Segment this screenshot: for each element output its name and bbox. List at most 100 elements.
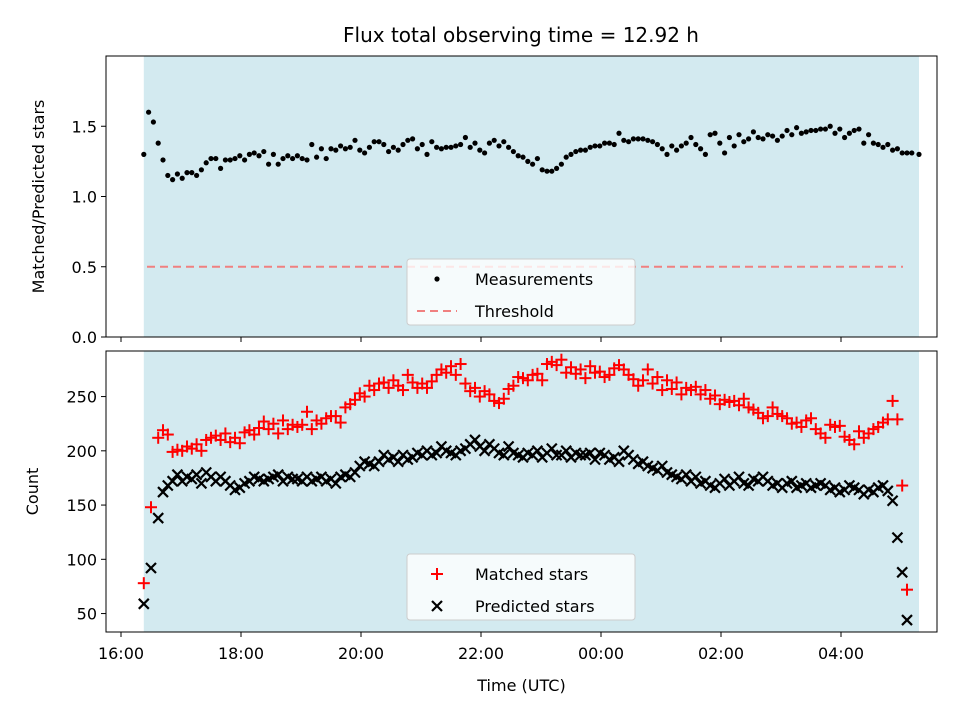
x-tick-label: 04:00 [818,644,864,663]
predicted-point-stroke [666,468,678,481]
matched-point [670,376,683,389]
y-tick-label: 0.5 [72,258,97,277]
measurement-point [299,155,305,162]
predicted-point [901,614,913,626]
predicted-point-stroke [291,473,304,485]
measurement-point [400,141,406,148]
predicted-point-stroke [901,614,913,626]
measurement-point [818,126,824,132]
measurement-point [626,139,632,145]
predicted-point-stroke [848,481,860,494]
measurement-point [842,134,848,141]
matched-point [152,431,165,444]
matched-point [656,384,669,397]
measurement-point [477,147,483,153]
measurement-point [683,140,689,146]
count-points [137,353,913,626]
measurement-point [851,127,857,134]
measurement-point [563,154,569,160]
predicted-point-stroke [642,460,654,472]
legend-box [406,258,636,326]
predicted-point-stroke [190,468,203,481]
y-ticks-bottom: 50 100 150 200 250 [66,388,106,624]
measurement-point [750,129,757,135]
matched-point [574,363,587,376]
predicted-point [531,445,544,457]
measurement-point [779,133,785,139]
matched-point [469,381,481,394]
measurement-point [688,134,694,141]
measurement-point [410,136,416,142]
predicted-point-stroke [560,445,572,457]
legend-label: Threshold [474,302,554,321]
predicted-point [166,475,179,487]
matched-point [661,374,673,387]
legend-label: Matched stars [475,565,588,584]
matched-point [248,428,261,441]
matched-point [257,415,270,428]
measurement-point [693,141,699,148]
measurement-point [318,146,324,152]
matched-point [641,363,654,376]
predicted-point [574,449,587,461]
measurement-point [755,134,761,141]
predicted-point-stroke [248,471,260,483]
predicted-point [498,449,510,461]
measurement-point [856,126,862,132]
predicted-point [656,460,668,472]
measurement-point [822,126,829,132]
measurement-point [434,144,440,150]
measurement-point [323,155,329,162]
predicted-point-stroke [358,455,371,468]
predicted-point [478,445,491,457]
measurement-point [165,172,171,179]
y-tick-label: 50 [77,605,97,624]
predicted-point-stroke [550,449,563,461]
measurement-point [462,134,468,141]
matched-point [272,427,285,440]
predicted-point [272,468,284,481]
matched-point [646,377,659,390]
measurement-point [770,133,776,139]
measurement-point [222,157,228,163]
matched-point [219,427,232,440]
y-tick-label: 250 [66,388,97,407]
matched-point [267,417,280,430]
matched-point [137,577,150,590]
predicted-point [589,453,601,466]
measurement-point [813,127,819,134]
predicted-point-stroke [882,485,894,497]
measurement-point [654,141,661,148]
measurement-point [251,150,257,156]
measurement-point [491,137,497,143]
measurement-point [386,148,392,155]
measurement-point [525,158,531,164]
measurement-point [760,136,766,142]
predicted-point-stroke [747,473,760,485]
measurement-point [558,161,565,167]
y-tick-label: 0.0 [72,328,97,347]
matched-point [253,422,265,435]
x-tick-label: 22:00 [458,644,504,663]
matched-point [161,428,174,441]
measurement-point [453,143,459,149]
measurement-point [501,139,507,145]
predicted-point-stroke [891,531,904,544]
measurement-point [794,125,800,131]
measurement-point [650,139,656,145]
predicted-point-stroke [690,471,702,483]
matched-point [497,392,510,405]
matched-point [651,371,664,384]
matched-point [565,361,577,374]
measurement-point [237,153,243,159]
measurement-point [530,161,536,167]
measurement-point [150,119,156,125]
matched-point [637,374,649,387]
measurement-point [707,132,713,138]
measurement-point [568,151,574,157]
predicted-point-stroke [181,471,193,483]
matched-point [795,420,808,433]
predicted-point-stroke [157,486,169,498]
x-tick-label: 16:00 [98,644,144,663]
predicted-point-stroke [814,477,827,490]
